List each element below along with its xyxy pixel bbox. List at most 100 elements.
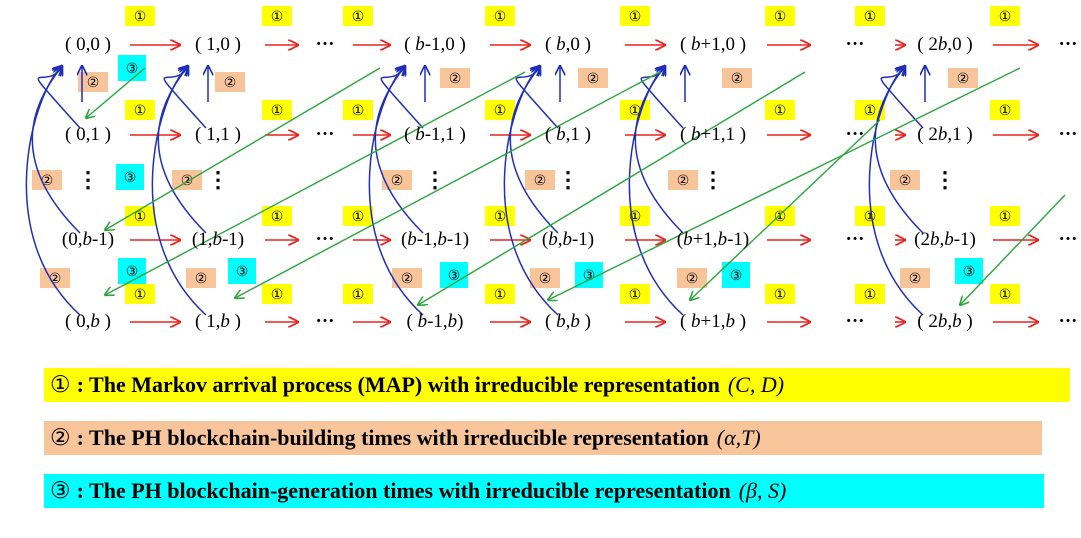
- badge-symbol: ③: [126, 61, 139, 77]
- state-label: (b+1,b-1): [677, 229, 749, 250]
- state-label: ( 2b,b ): [917, 311, 972, 332]
- badge-symbol: ②: [731, 71, 744, 87]
- arrival-badge: [765, 6, 795, 26]
- badge-symbol: ①: [999, 9, 1012, 25]
- arrival-badge: [485, 6, 515, 26]
- badge-symbol: ①: [352, 209, 365, 225]
- state-label: (2b,b-1): [914, 229, 976, 250]
- building-badge: [525, 170, 555, 190]
- generation-badge: [116, 164, 144, 190]
- building-badge: [530, 268, 560, 288]
- generation-arrow: [960, 194, 1066, 305]
- arrival-badge: [855, 284, 885, 304]
- legend-building-symbol: ②: [50, 425, 71, 451]
- badge-symbol: ②: [957, 71, 970, 87]
- vertical-ellipsis: ⋮: [557, 167, 579, 192]
- state-label: ( 1,1 ): [195, 124, 241, 145]
- arrival-badge: [765, 100, 795, 120]
- building-badge: [440, 68, 470, 88]
- badge-symbol: ①: [271, 209, 284, 225]
- badge-symbol: ①: [494, 103, 507, 119]
- arrival-badge: [855, 100, 885, 120]
- badge-symbol: ①: [999, 103, 1012, 119]
- arrival-badge: [262, 6, 292, 26]
- arrival-badge: [620, 6, 650, 26]
- badge-symbol: ③: [124, 170, 137, 186]
- badge-symbol: ①: [352, 287, 365, 303]
- legend-map-symbol: ①: [50, 372, 71, 398]
- ellipsis-label: ···: [315, 124, 334, 145]
- state-label: ( b,1 ): [545, 124, 591, 145]
- badge-symbol: ①: [352, 103, 365, 119]
- badge-symbol: ①: [494, 287, 507, 303]
- badge-symbol: ①: [864, 103, 877, 119]
- legend-generation-symbol: ③: [50, 478, 71, 504]
- arrival-badge: [125, 6, 155, 26]
- state-label: ( b+1,1 ): [680, 124, 746, 145]
- legend-generation-representation: (β, S): [738, 478, 787, 503]
- building-arc: [515, 66, 559, 129]
- generation-arrow: [690, 119, 881, 300]
- building-arc: [874, 66, 924, 234]
- generation-arrow: [105, 71, 526, 295]
- arrival-badge: [990, 6, 1020, 26]
- ellipsis-label: ···: [845, 229, 864, 250]
- ellipsis-label: ···: [1058, 124, 1077, 145]
- badge-symbol: ①: [271, 9, 284, 25]
- building-badge: [392, 268, 422, 288]
- state-label: (1,b-1): [192, 229, 244, 250]
- state-label: ( b-1,0 ): [404, 34, 466, 55]
- building-badge: [948, 68, 978, 88]
- state-label: ( b+1,0 ): [680, 34, 746, 55]
- badge-symbol: ①: [352, 9, 365, 25]
- generation-badge: [118, 258, 146, 284]
- ellipsis-label: ···: [845, 124, 864, 145]
- building-badge: [172, 170, 202, 190]
- badge-symbol: ③: [236, 264, 249, 280]
- badge-symbol: ①: [134, 287, 147, 303]
- generation-arrow: [548, 67, 1021, 300]
- ellipsis-label: ···: [1058, 229, 1077, 250]
- state-label: (b,b-1): [542, 229, 594, 250]
- building-arc: [374, 66, 424, 234]
- building-arc: [640, 66, 684, 129]
- badge-symbol: ②: [49, 271, 62, 287]
- state-label: ( b,b ): [545, 311, 591, 332]
- vertical-ellipsis: ⋮: [702, 167, 724, 192]
- building-arc: [509, 66, 559, 234]
- vertical-ellipsis: ⋮: [934, 167, 956, 192]
- arrival-badge: [343, 100, 373, 120]
- arrival-badge: [262, 100, 292, 120]
- ellipsis-label: ···: [315, 34, 334, 55]
- badge-symbol: ②: [195, 271, 208, 287]
- building-arc: [380, 66, 424, 129]
- building-badge: [890, 170, 920, 190]
- building-badge: [900, 268, 930, 288]
- transition-arrows: [25, 45, 1066, 322]
- ellipsis-label: ···: [1058, 311, 1077, 332]
- generation-arrow: [105, 67, 381, 230]
- building-badge: [668, 170, 698, 190]
- arrival-badge: [125, 100, 155, 120]
- arrival-badge: [262, 284, 292, 304]
- badge-symbol: ②: [587, 71, 600, 87]
- legend-building: ② : The PH blockchain-building times wit…: [44, 421, 1042, 455]
- badge-symbol: ②: [539, 271, 552, 287]
- badge-symbol: ①: [271, 287, 284, 303]
- generation-badge: [722, 262, 750, 288]
- badge-symbol: ①: [629, 9, 642, 25]
- badge-symbol: ③: [126, 264, 139, 280]
- building-badge: [186, 268, 216, 288]
- state-label: ( 0,b ): [65, 311, 111, 332]
- generation-badge: [118, 55, 146, 81]
- badge-symbol: ①: [774, 9, 787, 25]
- badge-symbol: ②: [534, 173, 547, 189]
- badge-symbol: ③: [448, 268, 461, 284]
- badge-symbol: ①: [864, 9, 877, 25]
- state-transition-diagram: ① ① ① ① ① ① ① ①① ① ① ① ① ① ① ①① ① ① ① ① ① ① ①① ① ① ① ① ① ① ①② ② ② ② ② ②② ②…: [25, 6, 1078, 332]
- badge-symbol: ①: [134, 103, 147, 119]
- badge-symbol: ①: [774, 287, 787, 303]
- vertical-ellipsis: ⋮: [77, 167, 99, 192]
- generation-arrow: [86, 67, 146, 118]
- state-label: ( 0,1 ): [65, 124, 111, 145]
